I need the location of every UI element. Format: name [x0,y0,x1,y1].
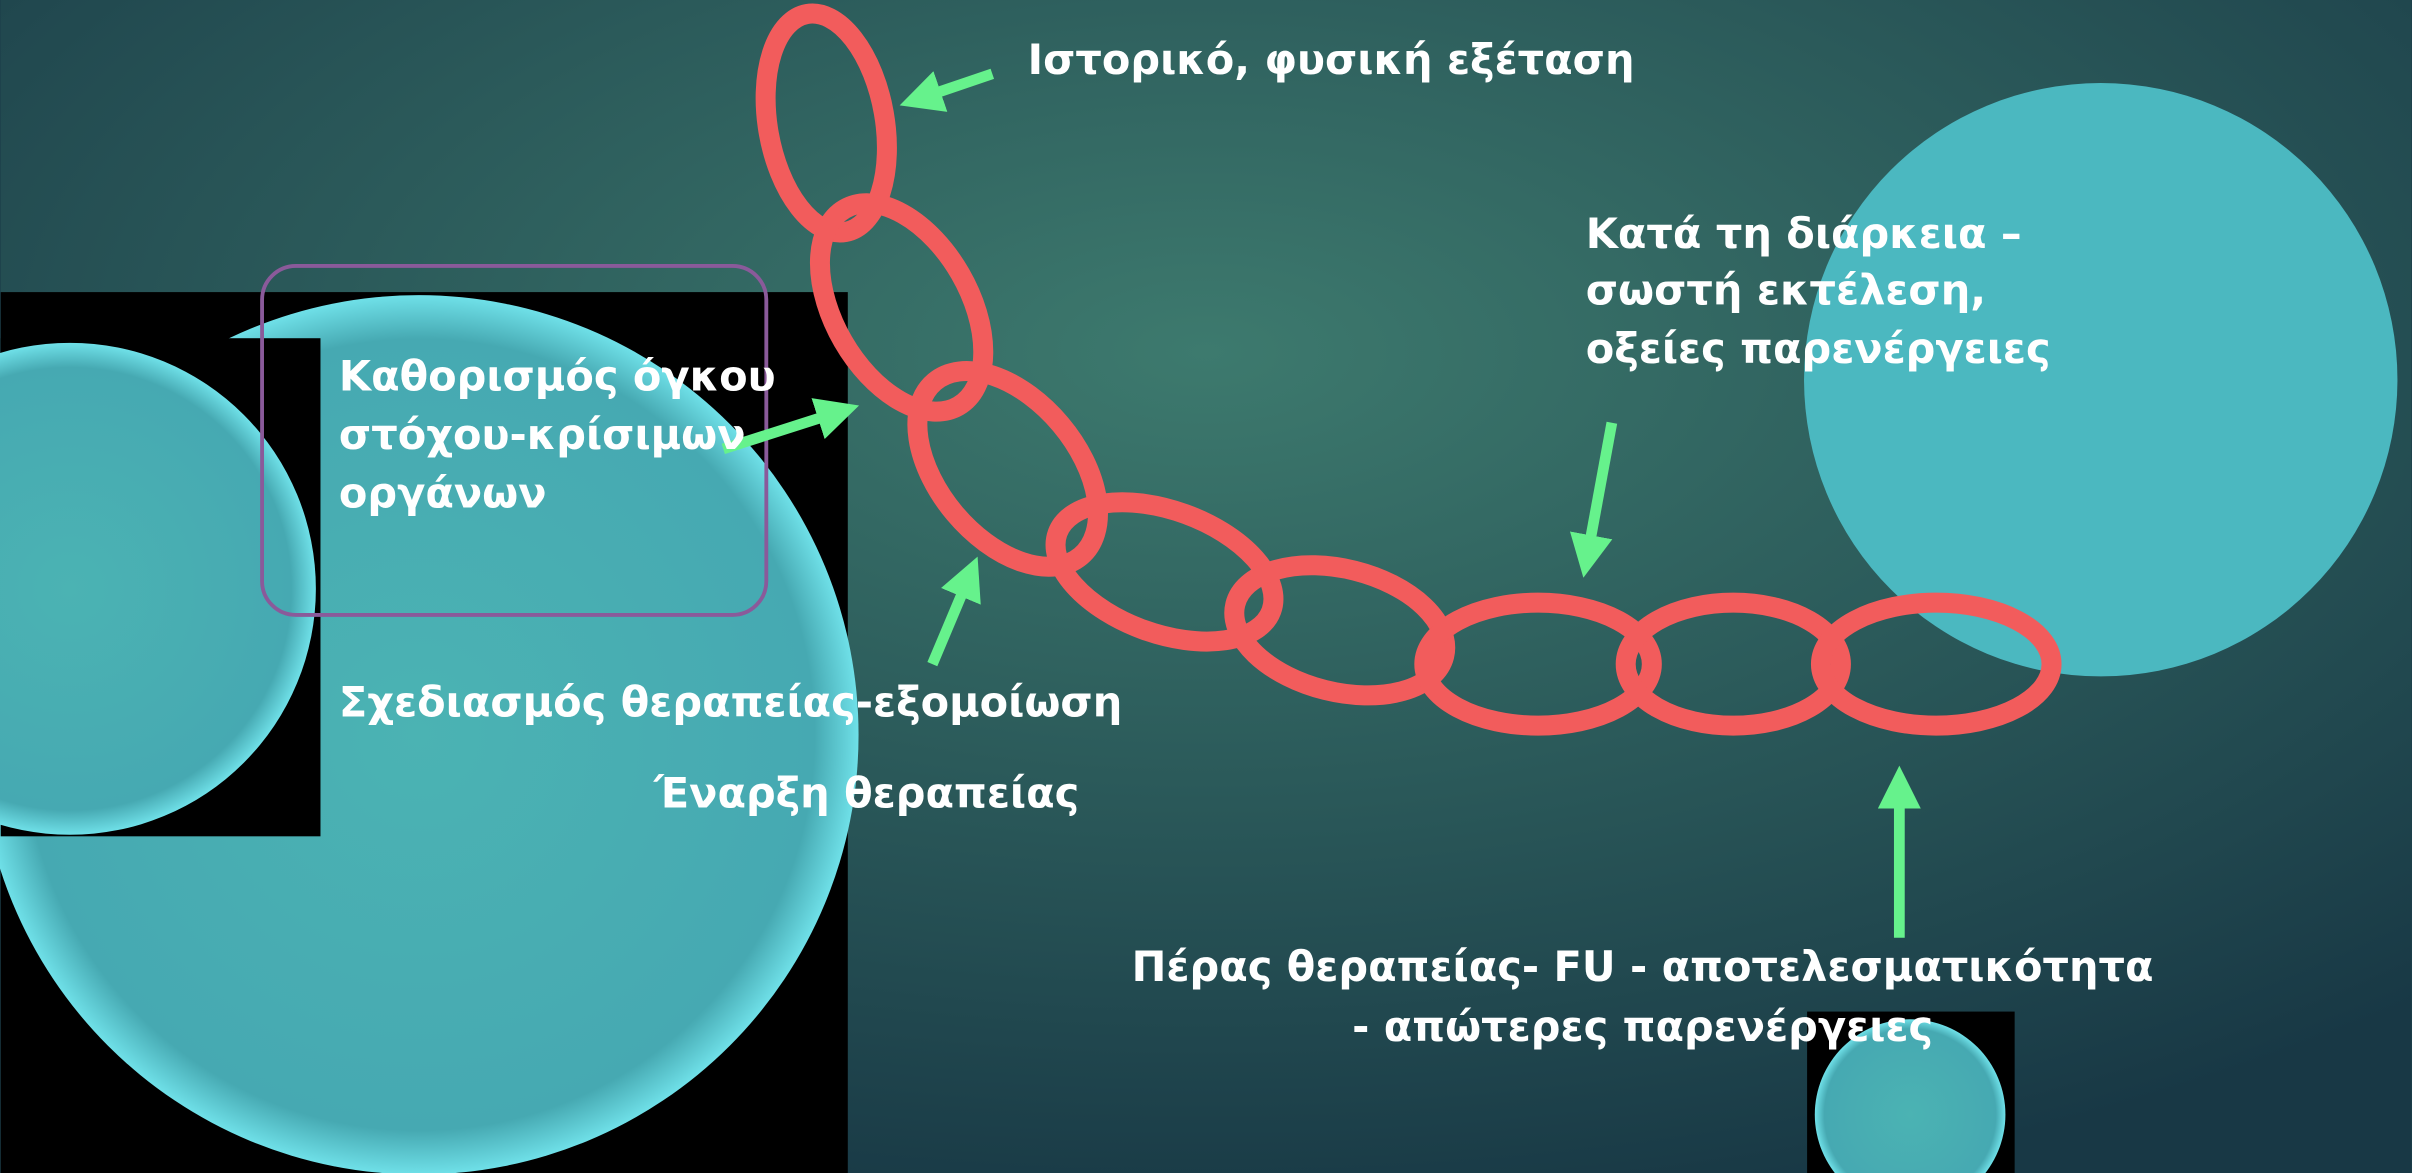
label: Κατά τη διάρκεια – [1586,209,2022,258]
label: Έναρξη θεραπείας [653,768,1079,817]
label: Πέρας θεραπείας- FU - αποτελεσματικότητα [1132,942,2154,991]
chain-link [1810,592,2062,736]
label: σωστή εκτέλεση, [1586,266,1986,315]
label: στόχου-κρίσιμων [339,410,746,459]
label: - απώτερες παρενέργειες [1352,1002,1933,1051]
chain-link [1045,492,1284,652]
label: Σχεδιασμός θεραπείας-εξομοίωση [339,678,1122,727]
label: Ιστορικό, φυσική εξέταση [1028,35,1635,84]
arrow [899,68,995,112]
arrows [721,68,1921,938]
label: Καθορισμός όγκου [339,352,776,401]
label: οργάνων [339,469,547,518]
chain-link [1615,592,1851,736]
chain-link [809,193,994,422]
chain-link [1414,592,1662,736]
label: οξείες παρενέργειες [1586,324,2051,373]
arrow [1569,421,1618,578]
disc [1814,1019,2006,1173]
disc [0,342,316,835]
chain-link [907,361,1108,577]
disc [1804,83,2398,677]
chain-link [1224,555,1456,706]
chain [755,3,2062,736]
arrow [721,398,860,455]
chain-link [755,3,897,243]
arrow [927,556,981,667]
